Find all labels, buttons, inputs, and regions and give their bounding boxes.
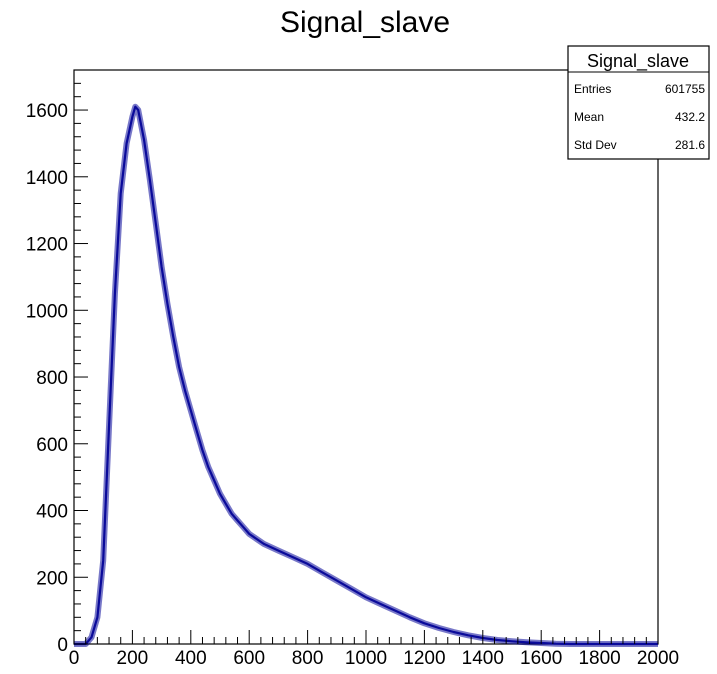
y-tick-label: 1000 (26, 301, 68, 322)
x-tick-label: 2000 (637, 648, 679, 669)
x-tick-label: 1800 (578, 648, 620, 669)
y-tick-label: 1400 (26, 168, 68, 189)
y-tick-label: 600 (36, 435, 68, 456)
stats-label-mean: Mean (574, 110, 604, 124)
x-tick-label: 800 (292, 648, 324, 669)
y-tick-label: 0 (57, 635, 68, 656)
x-tick-label: 1200 (403, 648, 445, 669)
histogram-line (74, 105, 658, 646)
stats-value-stddev: 281.6 (675, 138, 705, 152)
y-tick-label: 200 (36, 568, 68, 589)
x-tick-label: 0 (69, 648, 80, 669)
x-tick-label: 1000 (345, 648, 387, 669)
y-axis: 0 200 400 600 800 1000 1200 1400 1600 (26, 69, 88, 656)
x-tick-label: 600 (233, 648, 265, 669)
histogram-noise-band (74, 103, 658, 647)
stats-value-entries: 601755 (665, 82, 705, 96)
x-tick-label: 200 (117, 648, 149, 669)
stats-value-mean: 432.2 (675, 110, 705, 124)
stats-box-frame (567, 45, 710, 160)
y-tick-label: 1600 (26, 101, 68, 122)
y-tick-label: 1200 (26, 235, 68, 256)
y-tick-label: 400 (36, 502, 68, 523)
x-tick-label: 1600 (520, 648, 562, 669)
x-tick-label: 1400 (462, 648, 504, 669)
stats-box-title: Signal_slave (587, 51, 689, 72)
stats-box: Signal_slave Entries 601755 Mean 432.2 S… (567, 45, 710, 160)
y-tick-label: 800 (36, 368, 68, 389)
chart-title: Signal_slave (280, 6, 450, 39)
stats-label-entries: Entries (574, 82, 611, 96)
x-axis: 0 200 400 600 800 1000 1200 1400 1600 1800 2000 (69, 630, 679, 669)
histogram-layer (74, 103, 658, 647)
stats-label-stddev: Std Dev (574, 138, 617, 152)
x-tick-label: 400 (175, 648, 207, 669)
